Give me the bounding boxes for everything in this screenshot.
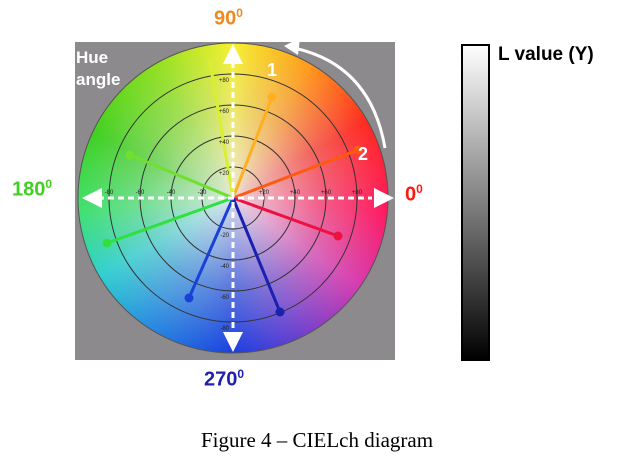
tick-label: +40 [219, 140, 230, 146]
rotation-arrow [288, 45, 387, 149]
tick-label: +60 [321, 190, 332, 196]
angle-value: 180 [12, 178, 46, 201]
arrowheads [82, 44, 394, 352]
angle-value: 0 [405, 183, 417, 206]
tick-label: -20 [220, 233, 229, 239]
tick-label: +20 [219, 171, 230, 177]
tick-label: -60 [136, 190, 145, 196]
angle-label: 1800 [12, 177, 52, 202]
degree: 0 [236, 6, 243, 20]
axes [98, 62, 372, 336]
spokes [102, 61, 363, 317]
tick-label: +80 [352, 190, 363, 196]
tick-label: -80 [220, 326, 229, 332]
hue-label: Hue [76, 48, 108, 67]
rotation-arrowhead [284, 38, 300, 55]
caption: Figure 4 – CIELch diagram [200, 428, 434, 452]
tick-label: -20 [198, 190, 207, 196]
point-label: 2 [358, 144, 368, 164]
tick-label: +20 [259, 190, 270, 196]
angle-value: 270 [204, 368, 238, 391]
degree: 0 [237, 367, 245, 381]
scale-title: L value (Y) [498, 44, 594, 65]
point-label: 1 [267, 60, 277, 80]
angle-label: 900 [214, 6, 243, 31]
tick-label: -80 [105, 190, 114, 196]
angle-label: 00 [405, 182, 423, 207]
hue-label: angle [76, 70, 120, 89]
tick-label: +80 [219, 78, 230, 84]
lightness-scale [461, 44, 490, 361]
tick-label: -40 [167, 190, 176, 196]
tick-label: -60 [220, 295, 229, 301]
angle-label: 2700 [204, 367, 244, 392]
degree: 0 [416, 182, 423, 196]
degree: 0 [45, 177, 53, 191]
angle-value: 90 [214, 7, 237, 30]
tick-label: +60 [219, 109, 230, 115]
tick-label: -40 [220, 264, 229, 270]
tick-label: +40 [290, 190, 301, 196]
